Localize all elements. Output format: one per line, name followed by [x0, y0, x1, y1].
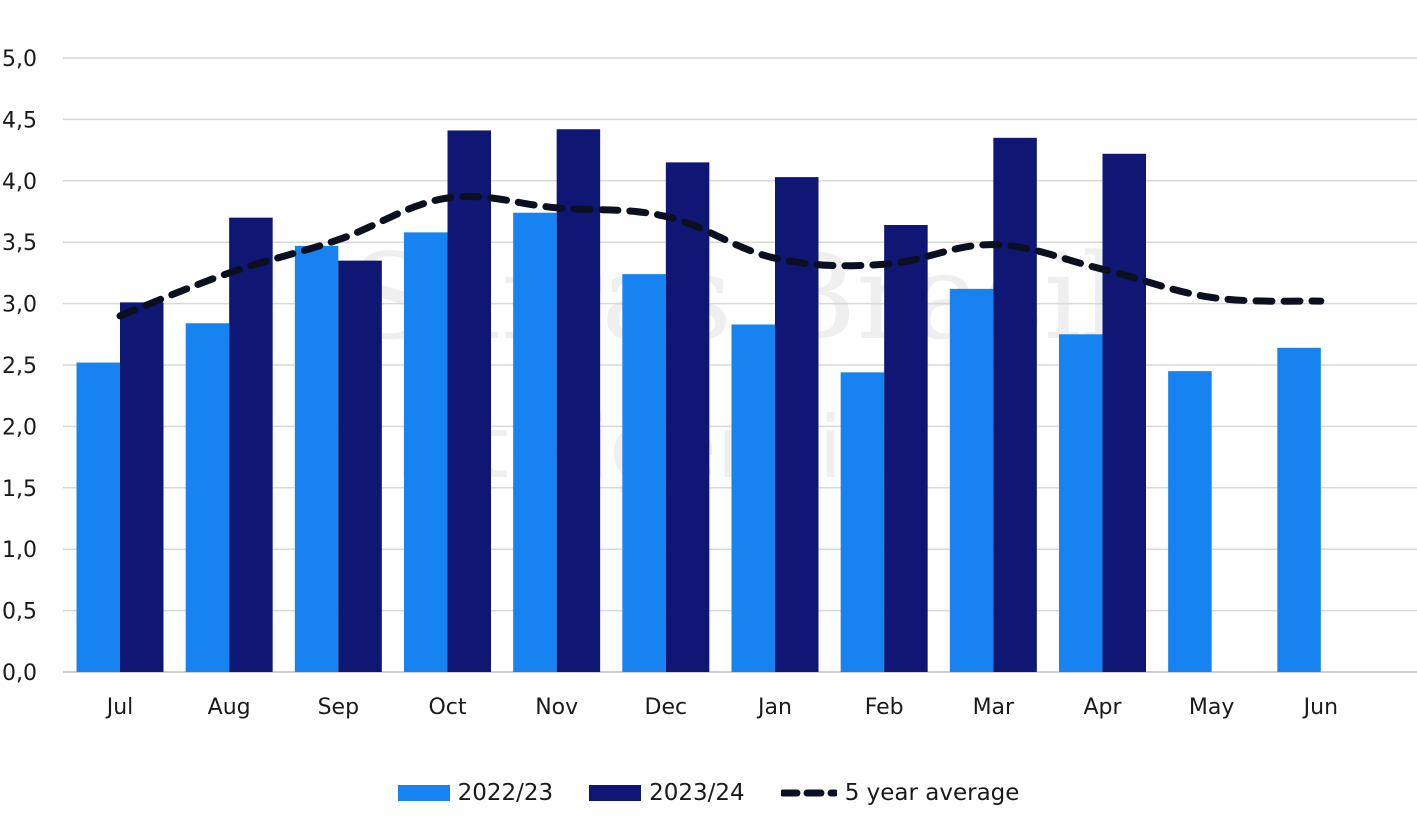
legend-label-2023-24: 2023/24 [649, 780, 745, 806]
bar-2022-23-apr [1059, 334, 1103, 672]
y-axis-labels: 0,0 0,5 1,0 1,5 2,0 2,5 3,0 3,5 4,0 4,5 5,0 [2, 47, 37, 686]
bar-2023-24-jul [120, 302, 164, 672]
x-axis-labels: Jul Aug Sep Oct Nov Dec Jan Feb Mar Apr May Jun [105, 695, 1338, 720]
bars [76, 129, 1321, 672]
bar-2022-23-jan [731, 324, 775, 672]
legend-item-5-year-average: 5 year average [780, 780, 1020, 806]
bar-2022-23-jun [1277, 347, 1321, 672]
x-tick-label-sep: Sep [318, 695, 359, 720]
legend: 2022/23 2023/24 5 year average [0, 775, 1417, 811]
y-tick-label: 1,5 [2, 477, 37, 502]
bar-2022-23-may [1168, 371, 1212, 672]
y-tick-label: 2,0 [2, 415, 37, 440]
y-tick-label: 0,0 [2, 661, 37, 686]
x-tick-label-jul: Jul [105, 695, 134, 720]
y-tick-label: 0,5 [2, 600, 37, 625]
y-tick-label: 5,0 [2, 47, 37, 72]
bar-2023-24-feb [884, 225, 928, 672]
y-tick-label: 1,0 [2, 538, 37, 563]
y-tick-label: 2,5 [2, 354, 37, 379]
x-tick-label-nov: Nov [535, 695, 578, 720]
x-tick-label-jan: Jan [756, 695, 792, 720]
x-tick-label-jun: Jun [1302, 695, 1338, 720]
bar-chart: 0,0 0,5 1,0 1,5 2,0 2,5 3,0 3,5 4,0 4,5 5,0 Jul Aug… [2, 47, 1417, 720]
bar-2023-24-apr [1102, 153, 1146, 672]
average-line [116, 192, 1325, 320]
bar-2022-23-mar [949, 288, 994, 672]
y-tick-label: 3,0 [2, 293, 37, 318]
bar-2022-23-sep [294, 245, 339, 672]
y-tick-label: 4,0 [2, 170, 37, 195]
y-tick-label: 3,5 [2, 231, 37, 256]
y-tick-label: 4,5 [2, 108, 37, 133]
bar-2023-24-mar [993, 137, 1037, 672]
legend-label-5-year-average: 5 year average [844, 780, 1020, 806]
bar-2022-23-dec [622, 274, 666, 672]
bar-2023-24-dec [665, 162, 710, 672]
bar-2023-24-jan [775, 177, 819, 672]
x-tick-label-oct: Oct [428, 695, 466, 720]
legend-item-2022-23: 2022/23 [397, 780, 554, 806]
x-tick-label-feb: Feb [865, 695, 904, 720]
bar-2022-23-nov [513, 212, 557, 672]
bar-2022-23-feb [840, 372, 885, 672]
bar-2023-24-nov [556, 129, 601, 672]
five-year-average-line [116, 192, 1325, 320]
bar-2022-23-oct [404, 232, 448, 672]
legend-item-2023-24: 2023/24 [589, 780, 745, 806]
bar-2023-24-aug [229, 217, 273, 672]
bar-2022-23-aug [185, 323, 230, 672]
legend-swatch-2022-23 [397, 785, 450, 801]
x-tick-label-apr: Apr [1083, 695, 1122, 720]
legend-swatch-5-year-average [780, 785, 837, 801]
x-tick-label-dec: Dec [645, 695, 688, 720]
x-tick-label-may: May [1189, 695, 1234, 720]
x-tick-label-aug: Aug [208, 695, 251, 720]
legend-swatch-2023-24 [589, 785, 642, 801]
bar-2022-23-jul [76, 362, 120, 672]
legend-label-2022-23: 2022/23 [457, 780, 554, 806]
bar-2023-24-sep [338, 260, 382, 672]
bar-2023-24-oct [447, 130, 491, 672]
x-tick-label-mar: Mar [973, 695, 1015, 720]
